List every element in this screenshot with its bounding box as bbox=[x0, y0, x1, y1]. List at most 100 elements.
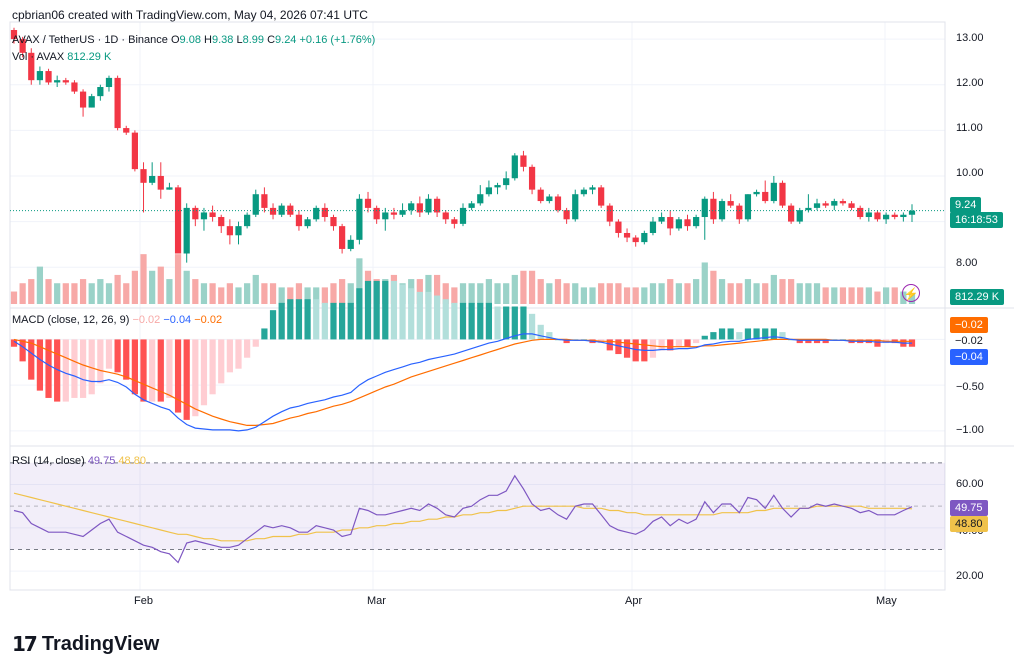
macd-line-badge: −0.04 bbox=[950, 349, 988, 365]
macd-hist-bar bbox=[503, 306, 510, 340]
candle-body bbox=[477, 194, 484, 204]
candle-body bbox=[554, 196, 562, 211]
open-label: O bbox=[170, 34, 180, 46]
volume-bar bbox=[97, 279, 104, 304]
volume-bar bbox=[831, 287, 838, 304]
volume-value: 812.29 K bbox=[67, 51, 112, 63]
candle-body bbox=[857, 207, 864, 218]
macd-hist-bar bbox=[105, 339, 113, 369]
candle-body bbox=[105, 77, 113, 88]
volume-bar bbox=[572, 283, 579, 304]
candle-body bbox=[54, 80, 61, 83]
candle-body bbox=[580, 189, 587, 195]
tv-logo-icon: 17 bbox=[12, 632, 38, 656]
volume-bar bbox=[882, 287, 890, 304]
x-tick-feb: Feb bbox=[134, 595, 153, 607]
volume-bar bbox=[857, 287, 864, 304]
volume-bar bbox=[347, 283, 354, 304]
volume-badge: 812.29 K bbox=[950, 289, 1005, 305]
macd-histogram bbox=[10, 280, 916, 420]
candle-body bbox=[114, 77, 121, 129]
macd-hist-bar bbox=[382, 280, 389, 340]
candle-body bbox=[805, 207, 812, 211]
macd-hist-bar bbox=[718, 328, 726, 340]
symbol-name: AVAX / TetherUS · 1D · Binance bbox=[12, 34, 168, 46]
volume-bar bbox=[140, 254, 147, 304]
price-tick-13: 13.00 bbox=[956, 32, 984, 44]
macd-tick-100: −1.00 bbox=[956, 424, 984, 436]
macd-hist-bar bbox=[477, 302, 484, 340]
candle-body bbox=[356, 198, 363, 240]
macd-hist-bar bbox=[62, 339, 69, 402]
candle-body bbox=[589, 187, 596, 190]
volume-bar bbox=[295, 283, 303, 304]
macd-hist-bar bbox=[88, 339, 95, 395]
candle-body bbox=[606, 205, 613, 222]
macd-hist-bar bbox=[425, 291, 432, 340]
candle-body bbox=[71, 82, 78, 92]
macd-label: MACD (close, 12, 26, 9) bbox=[12, 314, 130, 326]
macd-hist-bar bbox=[347, 302, 354, 340]
candle-body bbox=[865, 212, 872, 218]
volume-bar bbox=[623, 287, 631, 304]
macd-hist-bar bbox=[451, 302, 458, 340]
macd-hist-bar bbox=[442, 299, 449, 340]
candle-body bbox=[788, 205, 795, 222]
volume-bar bbox=[304, 287, 311, 304]
macd-hist-value: −0.02 bbox=[132, 314, 161, 326]
volume-bar bbox=[252, 274, 259, 304]
rsi-label: RSI (14, close) bbox=[12, 455, 85, 467]
volume-bar bbox=[235, 287, 242, 304]
volume-bar bbox=[157, 266, 164, 304]
candle-body bbox=[494, 185, 501, 188]
candle-body bbox=[399, 210, 406, 215]
volume-bar bbox=[468, 283, 475, 304]
volume-bar bbox=[321, 287, 328, 304]
candle-body bbox=[364, 198, 372, 208]
macd-hist-bar bbox=[459, 302, 467, 340]
candle-body bbox=[295, 214, 303, 227]
macd-hist-bar bbox=[269, 310, 277, 340]
macd-signal-badge: −0.02 bbox=[950, 317, 988, 333]
candle-body bbox=[503, 178, 510, 186]
volume-bar bbox=[10, 291, 18, 304]
symbol-legend: AVAX / TetherUS · 1D · Binance O9.08 H9.… bbox=[12, 34, 375, 46]
lightning-icon[interactable]: ⚡ bbox=[902, 284, 920, 302]
volume-bar bbox=[788, 279, 795, 304]
candlesticks bbox=[10, 27, 945, 263]
macd-hist-bar bbox=[563, 339, 570, 344]
macd-hist-bar bbox=[287, 299, 294, 340]
volume-bar bbox=[693, 279, 700, 304]
macd-signal-value: −0.02 bbox=[194, 314, 223, 326]
macd-hist-bar bbox=[261, 328, 268, 340]
volume-bar bbox=[19, 283, 26, 304]
volume-bar bbox=[36, 266, 44, 304]
volume-bar bbox=[425, 274, 432, 304]
volume-bar bbox=[727, 283, 734, 304]
macd-hist-bar bbox=[166, 339, 173, 398]
macd-hist-bar bbox=[615, 339, 622, 355]
macd-hist-bar bbox=[97, 339, 104, 384]
volume-bar bbox=[123, 283, 130, 304]
volume-bar bbox=[79, 279, 87, 304]
volume-bar bbox=[503, 283, 510, 304]
volume-bar bbox=[563, 283, 570, 304]
macd-hist-bar bbox=[805, 339, 812, 344]
volume-bar bbox=[226, 283, 233, 304]
candle-body bbox=[546, 196, 553, 202]
macd-hist-bar bbox=[10, 339, 18, 347]
axis-labels: 13.00 12.00 11.00 10.00 8.00 −0.50 −1.00… bbox=[134, 32, 984, 607]
candle-body bbox=[45, 71, 52, 83]
macd-hist-bar bbox=[813, 339, 821, 344]
macd-hist-bar bbox=[131, 339, 138, 395]
macd-line-value: −0.04 bbox=[163, 314, 192, 326]
candle-body bbox=[822, 203, 829, 206]
x-tick-apr: Apr bbox=[625, 595, 642, 607]
candle-body bbox=[166, 187, 173, 190]
volume-bar bbox=[658, 283, 665, 304]
volume-bar bbox=[192, 279, 199, 304]
candle-body bbox=[900, 214, 907, 218]
volume-bar bbox=[606, 283, 613, 304]
candle-body bbox=[62, 80, 69, 83]
